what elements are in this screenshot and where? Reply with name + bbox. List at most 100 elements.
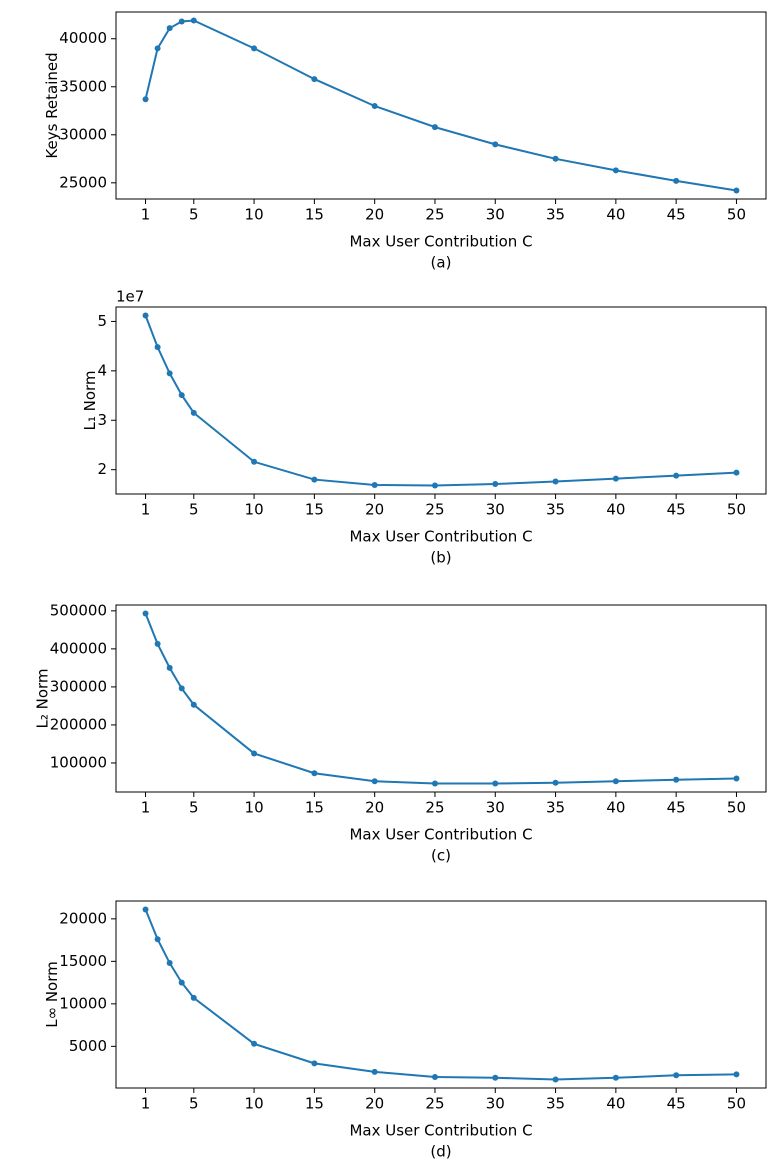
x-tick-label: 15 bbox=[305, 501, 324, 519]
data-point bbox=[311, 76, 318, 83]
caption: (a) bbox=[431, 254, 452, 272]
y-tick-label: 2 bbox=[97, 460, 107, 478]
data-point bbox=[733, 469, 740, 476]
data-point bbox=[190, 994, 197, 1001]
data-point bbox=[251, 458, 258, 465]
data-point bbox=[492, 1074, 499, 1081]
data-point bbox=[431, 780, 438, 787]
data-point bbox=[492, 481, 499, 488]
x-tick-label: 10 bbox=[245, 1095, 264, 1113]
y-tick-label: 400000 bbox=[50, 639, 107, 657]
x-tick-label: 40 bbox=[606, 206, 625, 224]
x-axis-label: Max User Contribution C bbox=[349, 233, 532, 251]
x-tick-label: 15 bbox=[305, 206, 324, 224]
x-tick-label: 25 bbox=[425, 799, 444, 817]
x-tick-label: 30 bbox=[486, 1095, 505, 1113]
data-point bbox=[178, 979, 185, 986]
data-point bbox=[166, 25, 173, 32]
x-tick-label: 10 bbox=[245, 501, 264, 519]
x-tick-label: 50 bbox=[727, 799, 746, 817]
data-point bbox=[142, 312, 149, 319]
data-point bbox=[673, 1072, 680, 1079]
x-tick-label: 40 bbox=[606, 799, 625, 817]
data-point bbox=[371, 102, 378, 109]
data-line bbox=[144, 909, 737, 1081]
y-axis-label: L₂ Norm bbox=[34, 668, 52, 728]
x-tick-label: 5 bbox=[189, 501, 199, 519]
y-tick-label: 500000 bbox=[50, 601, 107, 619]
data-point bbox=[154, 936, 161, 943]
x-tick-label: 15 bbox=[305, 1095, 324, 1113]
y-axis-label: L₁ Norm bbox=[81, 370, 99, 430]
x-tick-label: 1 bbox=[141, 206, 151, 224]
x-tick-label: 45 bbox=[667, 799, 686, 817]
y-tick-label: 25000 bbox=[59, 173, 107, 191]
y-tick-label: 300000 bbox=[50, 677, 107, 695]
data-point bbox=[142, 610, 149, 617]
data-point bbox=[178, 18, 185, 25]
data-point bbox=[154, 45, 161, 52]
data-point bbox=[612, 167, 619, 174]
plot-frame bbox=[115, 11, 767, 200]
data-point bbox=[251, 45, 258, 52]
plot-frame bbox=[115, 900, 767, 1089]
y-tick-label: 5 bbox=[97, 312, 107, 330]
x-tick-label: 1 bbox=[141, 1095, 151, 1113]
data-point bbox=[371, 778, 378, 785]
x-tick-label: 15 bbox=[305, 799, 324, 817]
data-point bbox=[552, 478, 559, 485]
data-point bbox=[431, 124, 438, 131]
y-tick-label: 20000 bbox=[59, 909, 107, 927]
data-point bbox=[733, 187, 740, 194]
y-axis-label: Keys Retained bbox=[43, 52, 61, 158]
x-tick-label: 50 bbox=[727, 501, 746, 519]
data-point bbox=[154, 344, 161, 351]
data-point bbox=[371, 1068, 378, 1075]
data-point bbox=[431, 482, 438, 489]
data-point bbox=[311, 476, 318, 483]
x-tick-label: 5 bbox=[189, 799, 199, 817]
x-tick-label: 45 bbox=[667, 501, 686, 519]
plot-frame bbox=[115, 604, 767, 793]
y-tick-label: 40000 bbox=[59, 29, 107, 47]
data-point bbox=[190, 17, 197, 24]
x-tick-label: 5 bbox=[189, 206, 199, 224]
data-point bbox=[142, 96, 149, 103]
data-point bbox=[673, 776, 680, 783]
x-tick-label: 45 bbox=[667, 1095, 686, 1113]
x-tick-label: 45 bbox=[667, 206, 686, 224]
data-point bbox=[371, 482, 378, 489]
y-tick-label: 4 bbox=[97, 361, 107, 379]
y-tick-label: 30000 bbox=[59, 125, 107, 143]
x-tick-label: 10 bbox=[245, 799, 264, 817]
data-point bbox=[166, 960, 173, 967]
x-axis-label: Max User Contribution C bbox=[349, 528, 532, 546]
data-point bbox=[612, 778, 619, 785]
caption: (b) bbox=[430, 549, 451, 567]
data-point bbox=[251, 1040, 258, 1047]
x-tick-label: 25 bbox=[425, 1095, 444, 1113]
data-point bbox=[154, 640, 161, 647]
data-line bbox=[144, 315, 737, 487]
y-tick-label: 35000 bbox=[59, 77, 107, 95]
x-axis-label: Max User Contribution C bbox=[349, 826, 532, 844]
data-point bbox=[552, 1076, 559, 1083]
data-point bbox=[190, 409, 197, 416]
x-tick-label: 20 bbox=[365, 799, 384, 817]
data-point bbox=[733, 775, 740, 782]
data-point bbox=[166, 664, 173, 671]
x-tick-label: 25 bbox=[425, 206, 444, 224]
data-point bbox=[673, 177, 680, 184]
y-tick-label: 10000 bbox=[59, 994, 107, 1012]
x-tick-label: 40 bbox=[606, 501, 625, 519]
data-point bbox=[673, 472, 680, 479]
x-tick-label: 20 bbox=[365, 206, 384, 224]
data-point bbox=[178, 685, 185, 692]
x-tick-label: 40 bbox=[606, 1095, 625, 1113]
y-offset-label: 1e7 bbox=[116, 288, 144, 306]
y-tick-label: 200000 bbox=[50, 715, 107, 733]
y-tick-label: 100000 bbox=[50, 753, 107, 771]
data-point bbox=[552, 779, 559, 786]
x-axis-label: Max User Contribution C bbox=[349, 1122, 532, 1140]
data-point bbox=[552, 155, 559, 162]
